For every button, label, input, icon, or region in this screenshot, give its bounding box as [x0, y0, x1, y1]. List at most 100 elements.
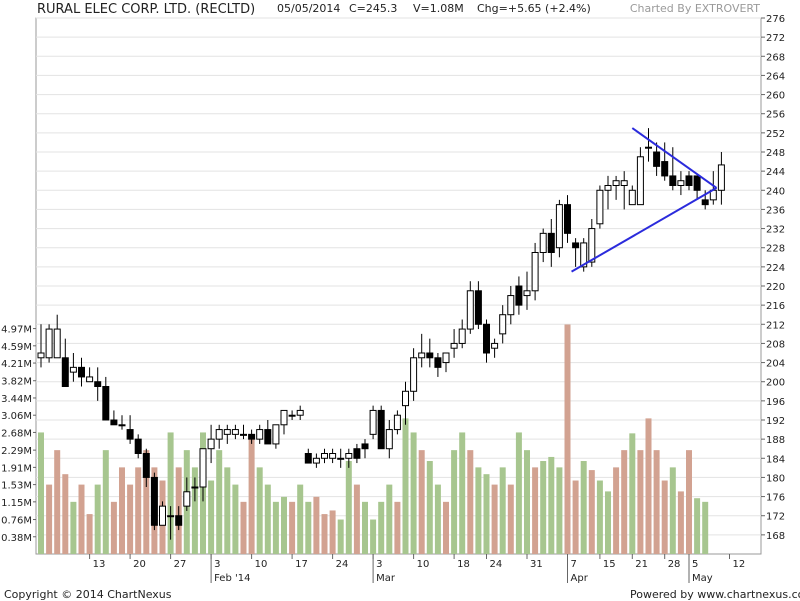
volume-bar [248, 439, 255, 554]
candle-body [296, 409, 304, 416]
copyright-text: Copyright © 2014 ChartNexus [4, 588, 172, 601]
volume-bar [507, 484, 514, 554]
powered-by-link[interactable]: Powered by www.chartnexus.com [630, 588, 800, 601]
volume-bar [224, 467, 231, 554]
date-tick-label: 12 [733, 559, 746, 570]
volume-bar [62, 474, 69, 554]
candle-body [288, 414, 296, 417]
price-tick-label: 188 [766, 435, 785, 446]
candle-body [102, 386, 110, 421]
candle-body [215, 429, 223, 440]
volume-bar [532, 467, 539, 554]
candle-body [547, 232, 555, 254]
candle-body [661, 161, 669, 177]
candle-body [685, 175, 693, 187]
candle-body [94, 381, 102, 388]
date-tick-label: 3 [214, 559, 220, 570]
volume-bar [264, 484, 271, 554]
volume-bar [313, 496, 320, 554]
volume-bar [418, 450, 425, 554]
price-tick-label: 168 [766, 531, 785, 542]
date-tick-label: 27 [174, 559, 187, 570]
volume-bar [443, 501, 449, 554]
candle-body [369, 409, 377, 435]
volume-bar [216, 450, 223, 554]
volume-bar [653, 450, 660, 554]
volume-bar [702, 501, 709, 554]
volume-bar [70, 501, 77, 554]
date-tick-label: 7 [571, 559, 577, 570]
price-tick-label: 264 [766, 71, 785, 82]
volume-bar [86, 514, 93, 554]
date-tick-label: 31 [530, 559, 543, 570]
price-tick-label: 272 [766, 33, 785, 44]
candle-body [677, 180, 685, 186]
candle-body [628, 189, 636, 206]
volume-bar [54, 450, 61, 554]
price-tick-label: 204 [766, 359, 785, 370]
chart-credit: Charted By EXTROVERT [629, 2, 760, 15]
volume-bar [46, 484, 53, 554]
date-tick-label: 15 [603, 559, 616, 570]
candle-body [564, 204, 571, 234]
volume-bar [394, 501, 401, 554]
volume-bar [491, 484, 498, 554]
date-tick-label: 28 [668, 559, 681, 570]
candle-body [86, 376, 94, 383]
candle-body [240, 433, 247, 436]
date-axis: 13 20 27 3 10 17 24 3 10 18 24 31 7 15 21 28 5 12 Feb '14 M… [89, 554, 746, 584]
date-tick-label: 3 [376, 559, 382, 570]
price-tick-label: 212 [766, 320, 785, 331]
candle-body [256, 429, 264, 440]
volume-bar [686, 450, 692, 554]
candle-body [78, 366, 85, 378]
candle-body [69, 366, 77, 373]
volume-bar [370, 519, 377, 554]
volume-bar [677, 491, 684, 554]
volume-bar [613, 467, 620, 554]
volume-bar [410, 432, 417, 554]
candle-body [515, 285, 523, 306]
volume-bar [191, 467, 198, 554]
candle-body [693, 175, 701, 191]
volume-tick-label: 3.44M [1, 394, 32, 405]
volume-bar [337, 519, 344, 554]
volume-bar [580, 461, 587, 554]
candle-body [531, 252, 539, 292]
candle-body [191, 486, 199, 489]
volume-bar [167, 432, 174, 554]
price-tick-label: 220 [766, 282, 785, 293]
price-tick-label: 236 [766, 205, 785, 216]
volume-bar [637, 450, 644, 554]
volume-bar [564, 324, 571, 554]
date-tick-label: 10 [417, 559, 430, 570]
price-tick-label: 196 [766, 397, 785, 408]
candle-body [645, 146, 652, 149]
price-tick-label: 248 [766, 148, 785, 159]
volume-bars [38, 324, 709, 554]
candle-body [450, 342, 458, 349]
month-label: Apr [571, 573, 589, 584]
candle-body [426, 352, 434, 359]
volume-bar [540, 461, 547, 554]
volume-bar [434, 484, 441, 554]
candle-body [159, 505, 166, 526]
candle-body [167, 515, 175, 518]
chart-header: RURAL ELEC CORP. LTD. (RECLTD) 05/05/201… [0, 0, 800, 18]
volume-tick-label: 1.91M [1, 463, 32, 474]
candles [37, 128, 725, 540]
candle-body [580, 242, 588, 268]
candle-body [604, 185, 612, 191]
date-tick-label: 18 [457, 559, 470, 570]
price-tick-label: 200 [766, 378, 785, 389]
trendlines [571, 127, 718, 273]
volume-bar [661, 480, 668, 554]
volume-bar [483, 474, 490, 554]
date-tick-label: 24 [336, 559, 349, 570]
candle-body [134, 438, 142, 454]
quote-date: 05/05/2014 [277, 2, 341, 15]
candle-body [118, 424, 126, 427]
candle-body [612, 180, 620, 186]
volume-bar [605, 491, 611, 554]
